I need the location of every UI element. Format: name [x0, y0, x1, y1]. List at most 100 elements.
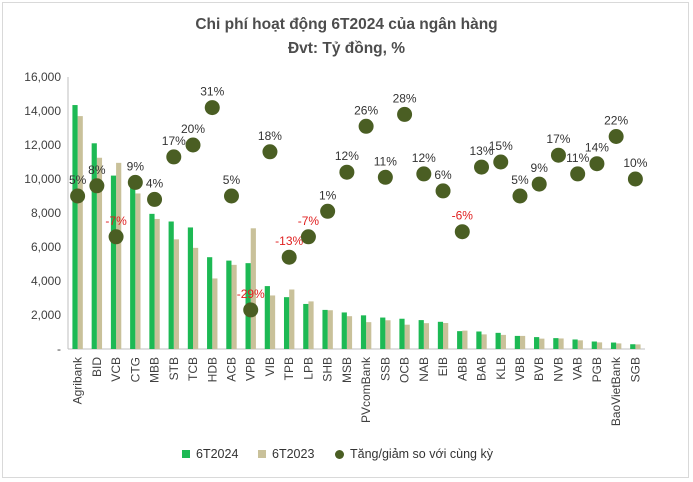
growth-label-MSB: 12% [335, 149, 359, 163]
growth-label-BAB: 13% [470, 144, 494, 158]
growth-label-NAB: 12% [412, 151, 436, 165]
growth-marker-CTG [127, 174, 143, 190]
x-tick-label: VIB [263, 357, 277, 376]
x-tick-label: TPB [282, 357, 296, 380]
x-tick-label: STB [167, 357, 181, 380]
growth-marker-PVcomBank [358, 118, 374, 134]
growth-marker-HDB [204, 100, 220, 116]
growth-marker-BaoVietBank [608, 129, 624, 144]
x-tick-label: SGB [628, 357, 642, 382]
bar-6t2023-VPB [250, 228, 256, 349]
y-tick-label: 10,000 [24, 172, 61, 186]
x-tick-label: CTG [128, 357, 142, 382]
growth-label-SGB: 10% [623, 156, 647, 170]
x-tick-label: PGB [590, 357, 604, 382]
y-tick-label: - [57, 342, 61, 356]
bar-6t2023-PVcomBank [366, 322, 372, 349]
growth-marker-OCB [397, 106, 413, 122]
bar-6t2023-NVB [558, 338, 564, 349]
growth-marker-VBB [512, 188, 528, 204]
growth-label-TPB: -13% [275, 234, 303, 248]
x-tick-label: SHB [321, 357, 335, 382]
bar-6t2023-VBB [519, 335, 526, 349]
growth-marker-NVB [550, 147, 566, 163]
legend-item-2023: 6T2023 [258, 447, 314, 461]
growth-marker-NAB [416, 166, 432, 182]
growth-label-TCB: 20% [181, 122, 205, 136]
chart-title: Chi phí hoạt động 6T2024 của ngân hàng [195, 16, 498, 33]
x-tick-label: MBB [148, 357, 162, 383]
growth-marker-BVB [531, 176, 547, 192]
legend-marker-growth [335, 449, 344, 459]
bar-6t2024-EIB [437, 321, 444, 349]
bar-6t2024-CTG [130, 182, 136, 349]
x-tick-label: BAB [475, 357, 489, 381]
bar-6t2024-MBB [149, 213, 155, 349]
growth-label-LPB: -7% [298, 214, 320, 228]
bar-6t2023-Agribank [77, 116, 83, 349]
bar-6t2024-BAB [476, 331, 482, 349]
bar-6t2023-MSB [346, 316, 353, 349]
y-tick-label: 6,000 [31, 240, 61, 254]
bar-6t2024-SHB [322, 309, 328, 349]
growth-marker-TPB [281, 249, 297, 265]
bar-6t2023-BID [96, 157, 103, 349]
y-tick-label: 4,000 [31, 274, 61, 288]
bar-6t2024-VIB [264, 286, 270, 349]
growth-marker-SHB [320, 203, 336, 219]
growth-marker-STB [166, 149, 182, 165]
growth-marker-ABB [454, 224, 470, 240]
bar-6t2024-PGB [591, 341, 597, 349]
x-tick-label: EIB [436, 357, 450, 376]
legend-swatch-2024 [182, 450, 190, 458]
growth-label-VPB: -29% [237, 287, 265, 301]
x-tick-label: BID [90, 357, 104, 377]
growth-label-SSB: 11% [374, 154, 397, 168]
growth-label-HDB: 31% [200, 85, 224, 99]
bar-6t2023-ACB [231, 264, 237, 349]
x-tick-label: LPB [301, 357, 315, 380]
growth-marker-VPB [243, 302, 259, 318]
growth-label-EIB: 6% [434, 168, 452, 182]
legend-label-2024: 6T2024 [196, 447, 239, 461]
bar-6t2024-ACB [226, 260, 232, 349]
growth-label-PVcomBank: 26% [354, 103, 378, 117]
legend-item-2024: 6T2024 [182, 447, 238, 461]
bar-6t2023-NAB [423, 323, 430, 349]
x-tick-label: BVB [532, 357, 546, 381]
growth-label-VCB: -7% [105, 214, 127, 228]
growth-label-BID: 8% [88, 163, 106, 177]
bar-6t2023-EIB [443, 322, 449, 349]
bar-6t2023-HDB [212, 278, 218, 349]
growth-label-BaoVietBank: 22% [604, 114, 628, 128]
bar-6t2024-TPB [283, 297, 290, 349]
bar-6t2023-KLB [500, 334, 506, 349]
bar-6t2024-SSB [380, 317, 386, 349]
growth-label-OCB: 28% [393, 91, 417, 105]
bar-6t2023-STB [173, 239, 179, 349]
growth-marker-SSB [377, 169, 393, 185]
bar-6t2023-SHB [327, 310, 333, 349]
growth-marker-PGB [589, 156, 605, 172]
bar-6t2023-BVB [539, 338, 545, 349]
growth-marker-VAB [570, 166, 586, 182]
x-tick-label: VPB [244, 357, 258, 381]
x-tick-label: VCB [109, 357, 123, 382]
legend-item-growth: Tăng/giảm so với cùng kỳ [335, 447, 493, 461]
bar-6t2023-SGB [635, 344, 641, 349]
y-tick-label: 2,000 [31, 308, 61, 322]
growth-label-ABB: -6% [452, 209, 474, 223]
growth-marker-LPB [300, 229, 316, 245]
bar-6t2024-MSB [341, 312, 347, 349]
growth-label-NVB: 17% [546, 132, 570, 146]
bar-6t2023-TPB [289, 289, 295, 349]
bar-6t2023-OCB [404, 324, 410, 349]
growth-marker-VCB [108, 229, 124, 245]
bar-6t2024-NVB [553, 338, 559, 349]
growth-label-VIB: 18% [258, 129, 282, 143]
bar-6t2024-HDB [207, 257, 213, 349]
bar-6t2024-NAB [418, 320, 424, 349]
bar-6t2023-VCB [116, 162, 122, 349]
bar-6t2024-STB [168, 221, 174, 349]
bar-6t2023-BAB [481, 334, 487, 349]
